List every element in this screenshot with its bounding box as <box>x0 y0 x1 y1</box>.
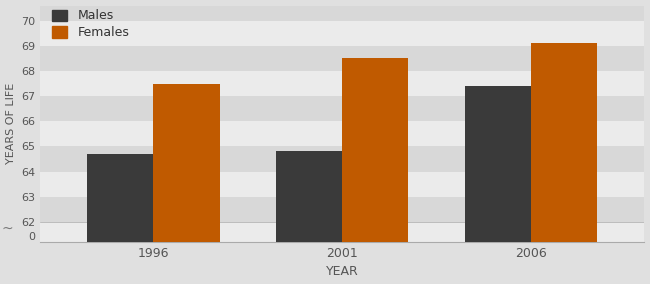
Bar <box>40 96 644 121</box>
Y-axis label: YEARS OF LIFE: YEARS OF LIFE <box>6 83 16 164</box>
Bar <box>40 46 644 71</box>
Bar <box>276 151 343 284</box>
Bar <box>87 154 153 284</box>
Bar <box>531 43 597 284</box>
Bar <box>40 21 644 46</box>
Bar <box>40 197 644 222</box>
Bar <box>40 172 644 197</box>
Legend: Males, Females: Males, Females <box>53 9 129 39</box>
Bar <box>343 59 408 284</box>
Bar <box>40 0 644 21</box>
Bar <box>40 147 644 172</box>
Bar <box>465 86 531 284</box>
Text: ~: ~ <box>1 222 12 236</box>
Bar <box>153 83 220 284</box>
Bar <box>40 71 644 96</box>
X-axis label: YEAR: YEAR <box>326 266 359 278</box>
Bar <box>40 121 644 147</box>
